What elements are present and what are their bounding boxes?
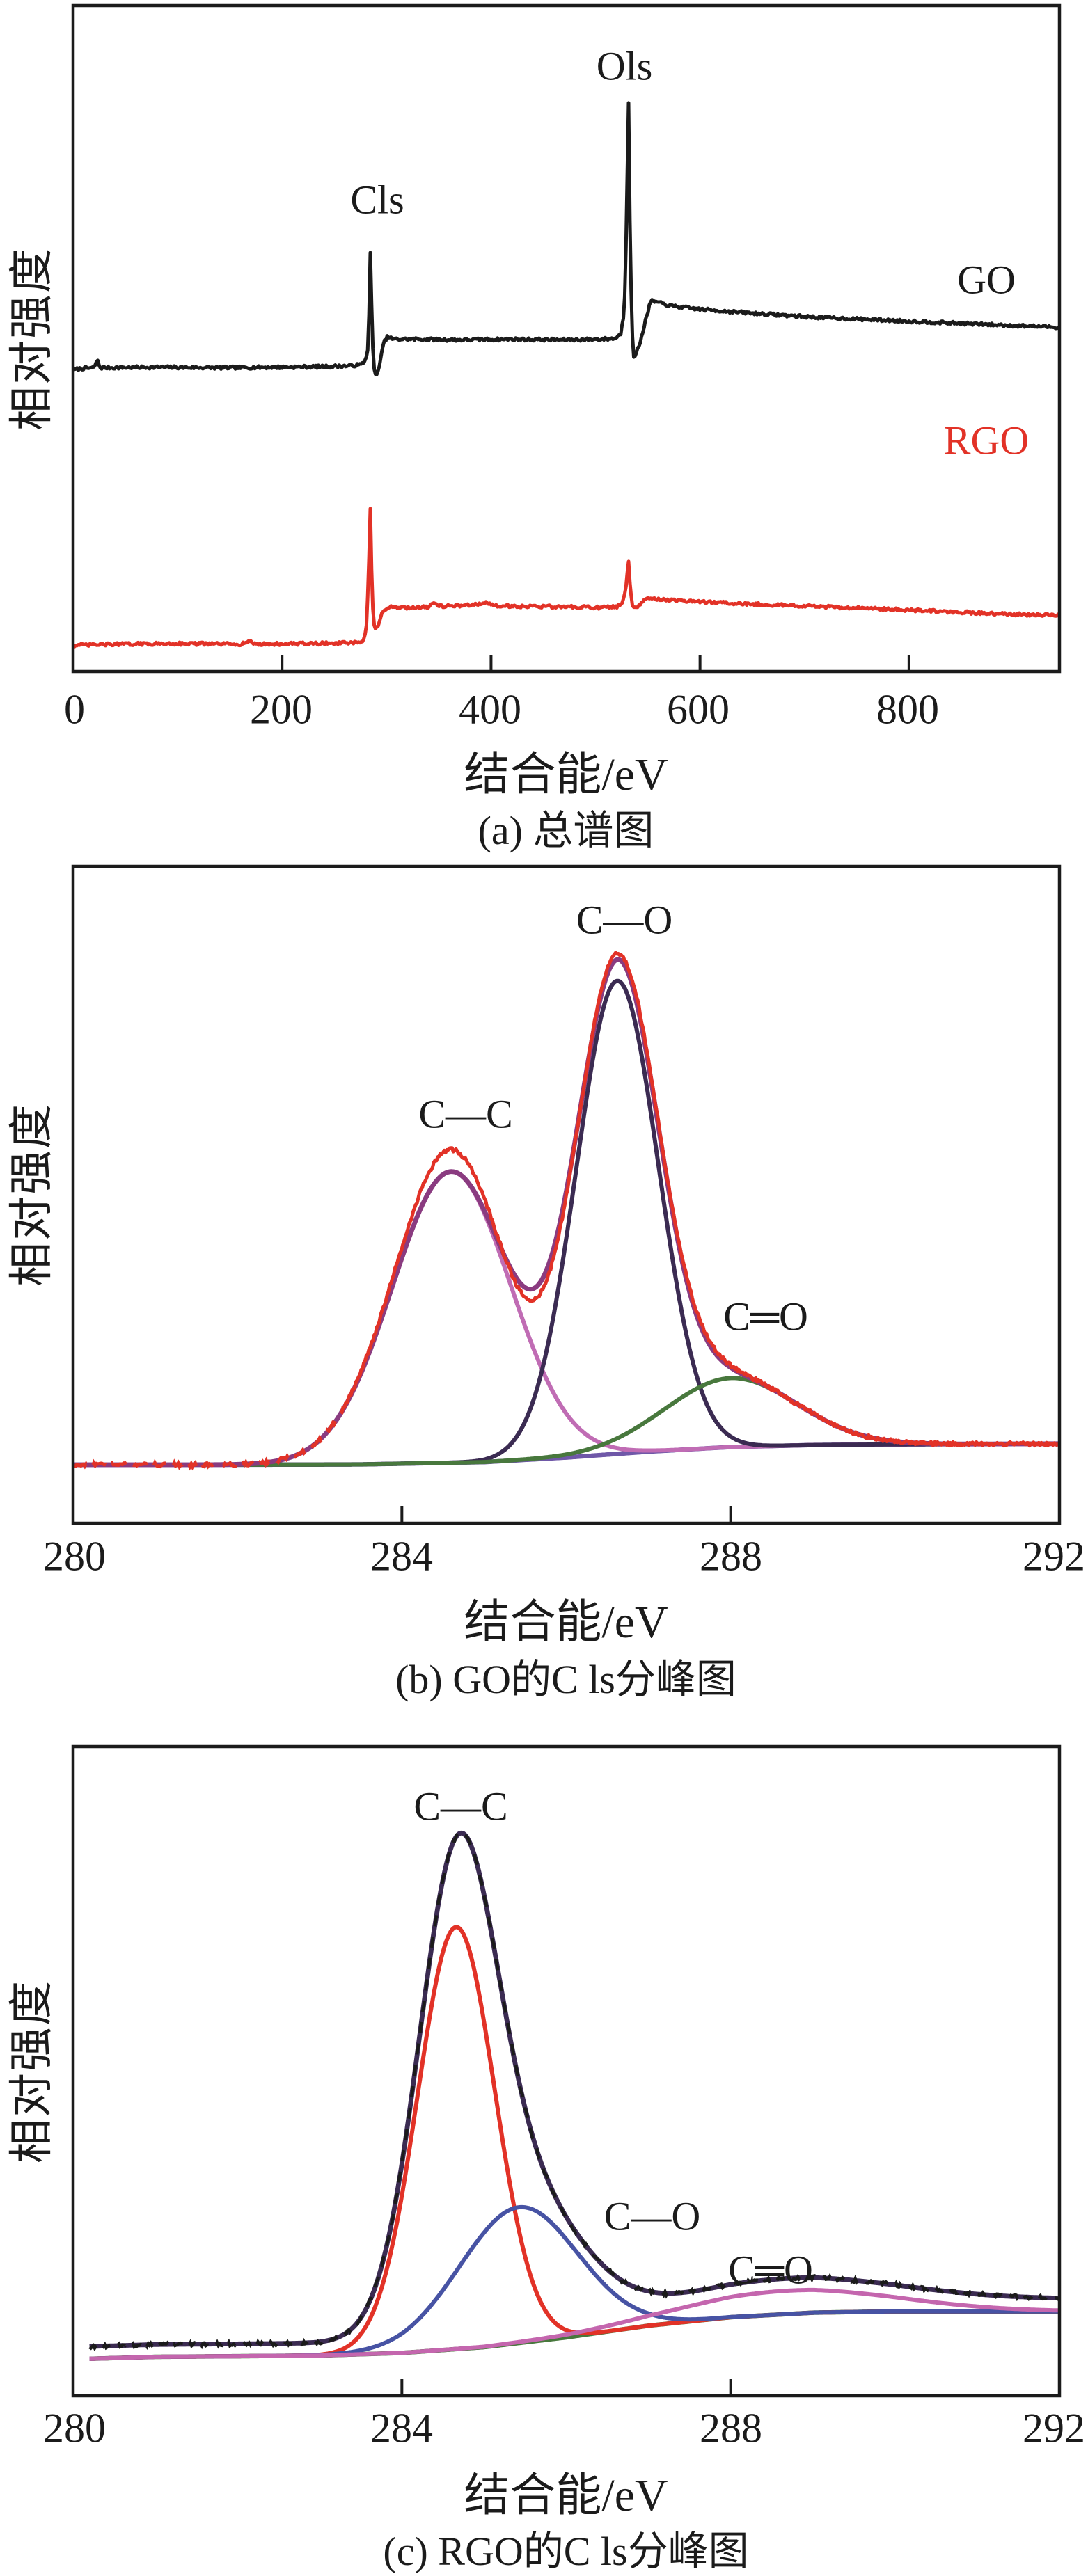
chart-c-plot-border: [71, 1744, 1062, 2398]
chart-b-y-axis-label: 相对强度: [7, 1103, 56, 1287]
chart-c-x-tick-284: 284: [370, 2405, 433, 2451]
chart-a-curve-go: [73, 101, 1059, 376]
chart-a-x-tick-400: 400: [459, 686, 521, 733]
chart-a-plot-border: [71, 3, 1062, 674]
chart-b-component-c2o: [73, 1376, 1059, 1467]
chart-c-series: [88, 1829, 1059, 2362]
chart-a-x-axis-label: 结合能/eV: [464, 749, 668, 800]
chart-b-series: [73, 951, 1059, 1472]
chart-a-y-axis-label: 相对强度: [7, 247, 56, 431]
chart-a-x-tick-200: 200: [250, 686, 313, 733]
chart-c-component-c-c: [88, 1925, 1059, 2361]
chart-c-component-c2o: [88, 2287, 1059, 2361]
chart-b-raw-data-curve-left: [73, 1406, 345, 1472]
chart-b-x-tick-280: 280: [43, 1533, 106, 1580]
chart-b-component-c-c: [73, 1169, 1059, 1467]
chart-c-peak-label-cc: C—C: [413, 1783, 508, 1829]
chart-b-x-tick-288: 288: [700, 1533, 762, 1580]
chart-b-x-tick-292: 292: [1023, 1533, 1085, 1580]
chart-a-peak-label-c1s: Cls: [350, 177, 404, 223]
chart-b-x-tick-284: 284: [370, 1533, 433, 1580]
chart-c-x-tick-288: 288: [700, 2405, 762, 2451]
chart-c-x-tick-280: 280: [43, 2405, 106, 2451]
chart-a-x-tick-0: 0: [64, 686, 85, 733]
chart-c-peak-label-c2o: C═O: [728, 2247, 813, 2293]
chart-a-curve-rgo: [73, 507, 1059, 649]
chart-a-x-tick-600: 600: [667, 686, 730, 733]
chart-c-caption: (c) RGO的C ls分峰图: [383, 2529, 749, 2574]
chart-b-x-axis-label: 结合能/eV: [464, 1597, 668, 1648]
chart-b-caption: (b) GO的C ls分峰图: [395, 1657, 736, 1702]
chart-c-y-axis-label: 相对强度: [7, 1980, 56, 2163]
chart-b-component-c-o: [73, 978, 1059, 1467]
chart-a-caption: (a) 总谱图: [478, 808, 654, 853]
chart-a-series: [73, 101, 1059, 649]
chart-c-raw-data-curve: [88, 1829, 1059, 2352]
chart-a-peak-label-o1s: Ols: [596, 43, 653, 89]
chart-b-peak-label-cc: C—C: [418, 1091, 513, 1137]
chart-c-x-axis-label: 结合能/eV: [464, 2470, 668, 2521]
chart-b-peak-label-c2o: C═O: [723, 1294, 808, 1339]
chart-c-envelope-curve: [88, 1830, 1059, 2349]
chart-a-x-tick-800: 800: [876, 686, 939, 733]
chart-a-series-label-go: GO: [957, 257, 1016, 303]
chart-a-series-label-rgo: RGO: [943, 418, 1030, 463]
chart-b-envelope-curve: [73, 957, 1059, 1468]
chart-b-peak-label-co: C—O: [576, 897, 673, 943]
chart-b-raw-data-curve: [342, 951, 1059, 1448]
chart-b-plot-border: [71, 864, 1062, 1525]
chart-c-x-tick-292: 292: [1023, 2405, 1085, 2451]
chart-c-peak-label-co: C—O: [604, 2193, 701, 2239]
